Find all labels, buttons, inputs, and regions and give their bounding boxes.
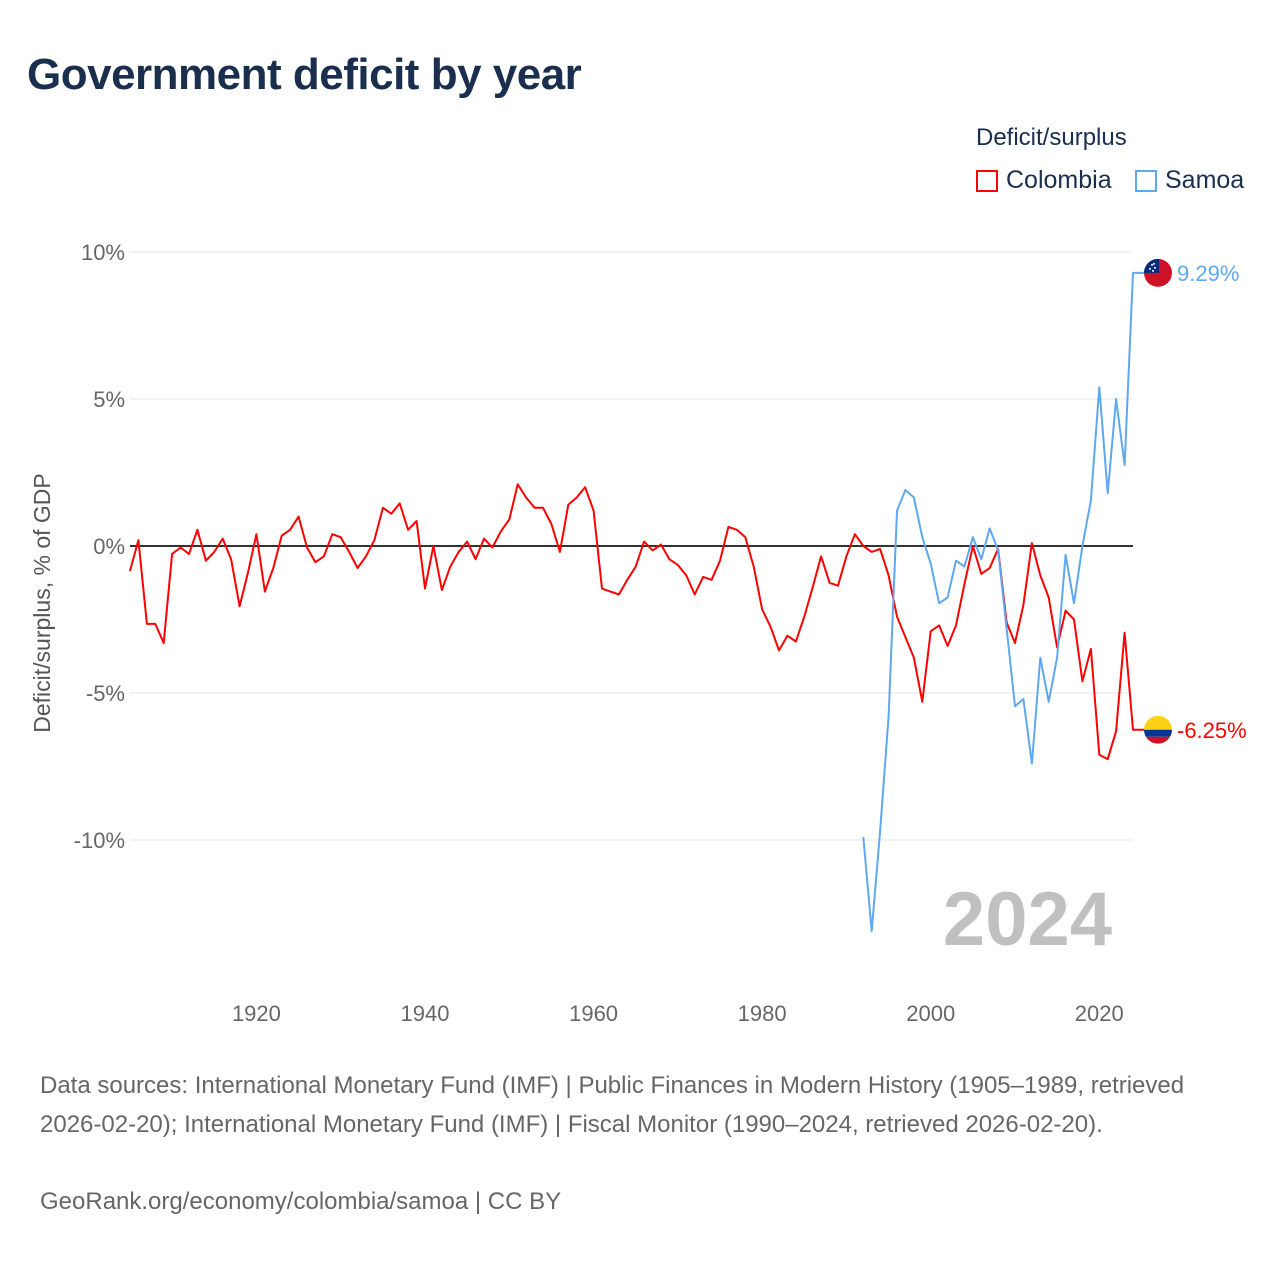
legend-label: Colombia xyxy=(1006,166,1112,194)
legend-swatch-colombia xyxy=(976,169,998,192)
star-icon xyxy=(1152,269,1154,272)
legend-title: Deficit/surplus xyxy=(976,124,1127,151)
y-axis-label: Deficit/surplus, % of GDP xyxy=(29,473,55,732)
x-tick-label: 1980 xyxy=(738,1001,787,1026)
legend-swatch-samoa xyxy=(1135,169,1157,192)
legend-item-samoa[interactable]: Samoa xyxy=(1135,166,1244,195)
y-tick-label: 0% xyxy=(93,534,125,559)
legend-label: Samoa xyxy=(1165,166,1245,194)
year-watermark: 2024 xyxy=(943,877,1112,962)
flag-stripe xyxy=(1144,729,1172,737)
colombia-flag-icon xyxy=(1144,715,1172,744)
attribution-link[interactable]: GeoRank.org/economy/colombia/samoa | CC … xyxy=(40,1188,562,1215)
y-tick-label: 5% xyxy=(93,387,125,412)
star-icon xyxy=(1153,262,1155,265)
star-icon xyxy=(1149,267,1151,270)
chart-title: Government deficit by year xyxy=(27,50,582,99)
x-tick-label: 1960 xyxy=(569,1001,618,1026)
data-sources: Data sources: International Monetary Fun… xyxy=(40,1072,1185,1138)
x-tick-label: 2020 xyxy=(1075,1001,1124,1026)
star-icon xyxy=(1151,263,1153,266)
samoa-flag-icon xyxy=(1144,258,1172,287)
y-tick-label: -10% xyxy=(74,828,125,853)
series-line-colombia xyxy=(129,483,1145,761)
line-chart: 10% 5% 0% -5% -10% 1920 1940 1960 1980 2000 2020 2… xyxy=(29,240,1247,1026)
flag-stripe xyxy=(1144,736,1172,744)
legend-item-colombia[interactable]: Colombia xyxy=(976,166,1112,195)
flag-body xyxy=(1144,715,1172,744)
end-value-label: 9.29% xyxy=(1177,261,1239,286)
x-tick-label: 1940 xyxy=(401,1001,450,1026)
end-value-label: -6.25% xyxy=(1177,718,1247,743)
y-tick-label: 10% xyxy=(81,240,125,265)
x-tick-label: 1920 xyxy=(232,1001,281,1026)
x-tick-label: 2000 xyxy=(906,1001,955,1026)
star-icon xyxy=(1154,266,1156,269)
flag-canton xyxy=(1144,258,1159,273)
series-line-samoa xyxy=(862,271,1145,933)
flag-stripe xyxy=(1144,715,1172,730)
y-tick-label: -5% xyxy=(86,681,125,706)
flag-body xyxy=(1144,258,1172,287)
